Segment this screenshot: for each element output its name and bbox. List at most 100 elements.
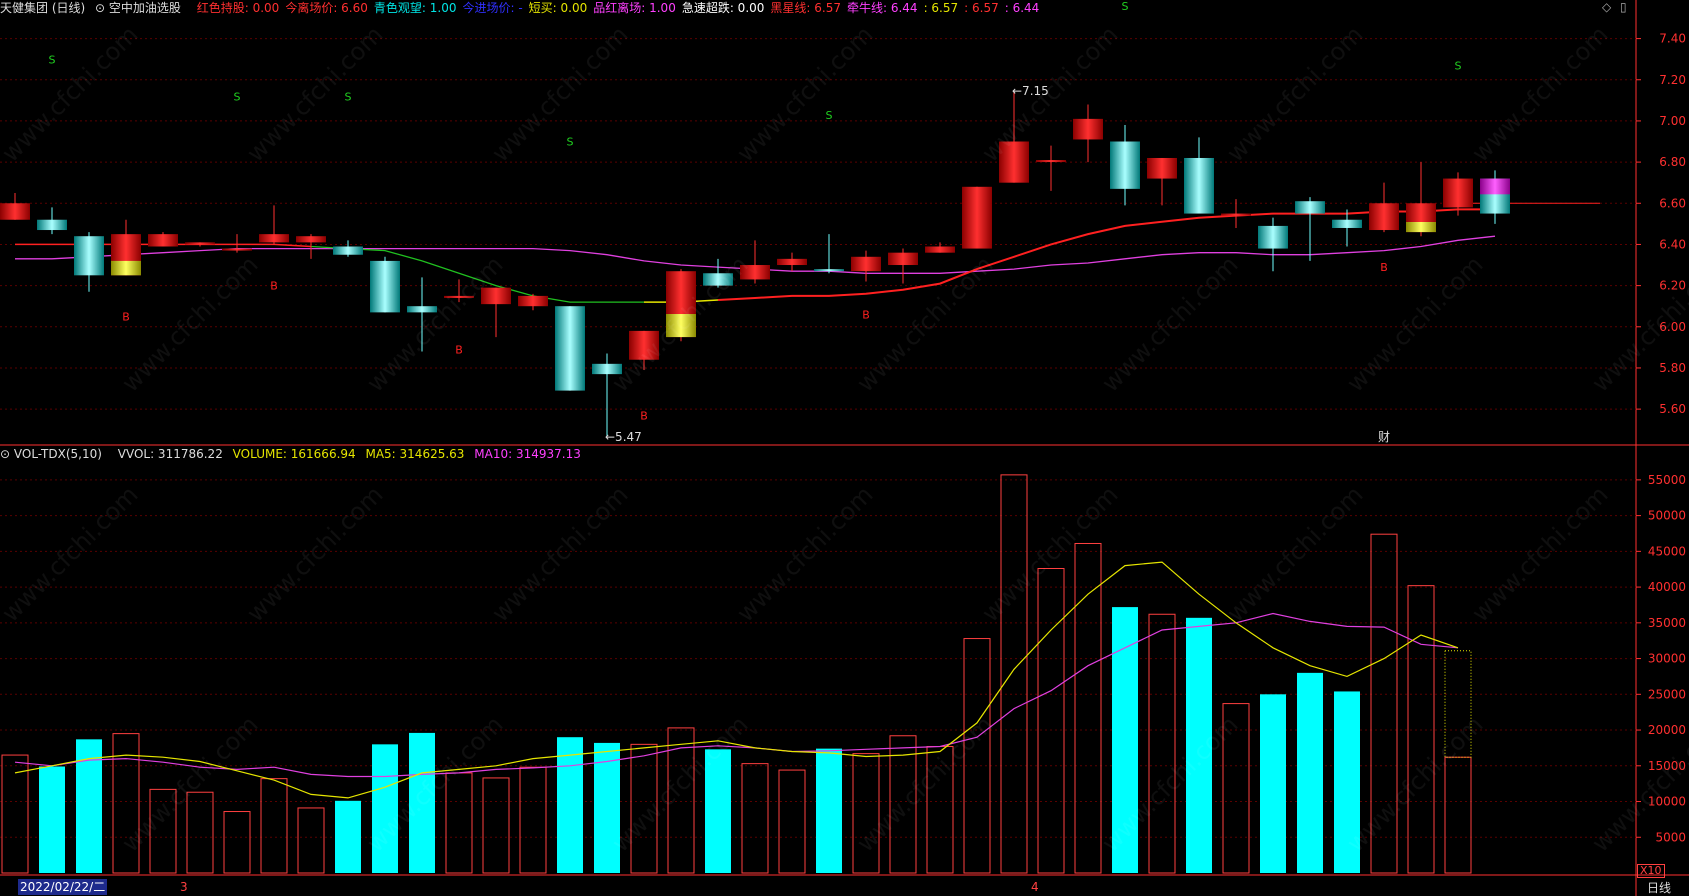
header-item: : 6.57	[964, 1, 999, 15]
candle-body	[962, 186, 992, 249]
volume-bar	[816, 748, 842, 873]
finance-note-label: 财	[1378, 430, 1390, 444]
buy-signal: B	[270, 280, 278, 293]
price-tick-label: 6.60	[1659, 196, 1686, 210]
header-item: 今离场价: 6.60	[285, 1, 368, 15]
price-header: 天健集团 (日线) ⊙ 空中加油选股 红色持股: 0.00 今离场价: 6.60 青…	[0, 0, 1630, 16]
candle-body	[1369, 203, 1399, 231]
volume-bar	[445, 772, 473, 874]
volume-bar	[778, 769, 806, 874]
header-item: : 6.57	[923, 1, 959, 15]
price-tick-label: 5.80	[1659, 361, 1686, 375]
price-tick-label: 7.40	[1659, 32, 1686, 46]
volume-header: ⊙ VOL-TDX(5,10) VVOL: 311786.22 VOLUME: …	[0, 446, 587, 462]
month-tick-label: 4	[1031, 880, 1039, 894]
ma-red-line	[717, 208, 1495, 301]
volume-bar	[1297, 672, 1323, 873]
volume-ma10-line	[14, 612, 1459, 778]
volume-bar	[335, 800, 361, 873]
scale-label[interactable]: X10	[1637, 864, 1665, 878]
volume-bar	[557, 737, 583, 873]
price-tick-label: 6.20	[1659, 279, 1686, 293]
sell-signal: S	[826, 109, 833, 122]
sell-signal: S	[49, 53, 56, 66]
volume-tick-label: 50000	[1648, 509, 1686, 523]
volume-bar	[1148, 613, 1176, 874]
volume-bar	[372, 744, 398, 873]
candle-body	[1073, 118, 1103, 140]
low-price-label: ←5.47	[605, 430, 642, 444]
header-item: 今进场价: -	[462, 1, 523, 15]
candle-body	[851, 256, 881, 272]
sell-signal: S	[567, 136, 574, 149]
volume-bar	[112, 733, 140, 874]
volume-tick-label: 5000	[1655, 830, 1686, 844]
candle-body	[888, 252, 918, 266]
candle-body	[1036, 160, 1066, 163]
start-date: 2022/02/22/二	[18, 879, 108, 895]
volume-bar	[223, 811, 251, 874]
candle-body	[814, 269, 844, 272]
candle-body	[1443, 178, 1473, 208]
price-tick-label: 7.00	[1659, 114, 1686, 128]
buy-signal: B	[1380, 261, 1388, 274]
candle-body	[333, 246, 363, 255]
ma10-value: MA10: 314937.13	[474, 447, 581, 461]
price-tick-label: 6.40	[1659, 237, 1686, 251]
header-item: : 6.44	[1004, 1, 1040, 15]
stock-title[interactable]: 天健集团 (日线)	[0, 1, 86, 15]
buy-signal: B	[455, 344, 463, 357]
window-icon[interactable]: ▯	[1620, 0, 1627, 14]
volume-tick-label: 30000	[1648, 652, 1686, 666]
price-tick-label: 6.80	[1659, 155, 1686, 169]
header-item: 短买: 0.00	[528, 1, 588, 15]
volume-bar	[705, 749, 731, 873]
candle-body	[481, 287, 511, 305]
candle-body	[555, 306, 585, 391]
period-label[interactable]: 日线	[1647, 881, 1672, 895]
header-item: 牵牛线: 6.44	[846, 1, 918, 15]
candle-body	[0, 203, 30, 220]
volume-bar	[519, 766, 547, 874]
volume-bar	[667, 727, 695, 874]
volume-bar	[1074, 542, 1102, 874]
candle-magenta-band	[1480, 178, 1510, 195]
ma-green-line	[310, 245, 644, 303]
header-item: 青色观望: 1.00	[373, 1, 457, 15]
header-item: 品红离场: 1.00	[593, 1, 676, 15]
sell-signal: S	[1455, 59, 1462, 72]
candle-body	[703, 273, 733, 286]
candle-body	[444, 295, 474, 298]
ma5-value: MA5: 314625.63	[365, 447, 465, 461]
candle-yellow-band	[666, 314, 696, 338]
candle-body	[222, 248, 252, 251]
header-item: 红色持股: 0.00	[196, 1, 280, 15]
sell-signal: S	[345, 90, 352, 103]
volume-ma5-line	[14, 561, 1459, 799]
sell-signal: S	[1122, 0, 1129, 13]
candle-body	[999, 141, 1029, 183]
candle-body	[185, 242, 215, 245]
volume-bar	[1444, 756, 1472, 874]
candle-body	[1184, 157, 1214, 214]
volume-tick-label: 40000	[1648, 580, 1686, 594]
volume-indicator-name[interactable]: ⊙ VOL-TDX(5,10)	[0, 447, 102, 461]
volume-name: VOL-TDX(5,10)	[13, 447, 102, 461]
volume-tick-label: 55000	[1648, 473, 1686, 487]
candle-body	[777, 258, 807, 266]
volume-bar	[1334, 691, 1360, 873]
volume-bar	[889, 735, 917, 874]
candle-body	[1221, 213, 1251, 216]
candle-body	[37, 219, 67, 231]
volume-bar	[630, 743, 658, 874]
volume-tick-label: 15000	[1648, 759, 1686, 773]
indicator-selector[interactable]: ⊙ 空中加油选股	[95, 1, 181, 15]
volume-bar	[1222, 703, 1250, 874]
candle-body	[592, 363, 622, 375]
candle-body	[1295, 201, 1325, 214]
volume-tick-label: 25000	[1648, 687, 1686, 701]
sell-signal: S	[234, 90, 241, 103]
switch-icon[interactable]: ◇	[1602, 0, 1612, 14]
price-tick-label: 7.20	[1659, 73, 1686, 87]
